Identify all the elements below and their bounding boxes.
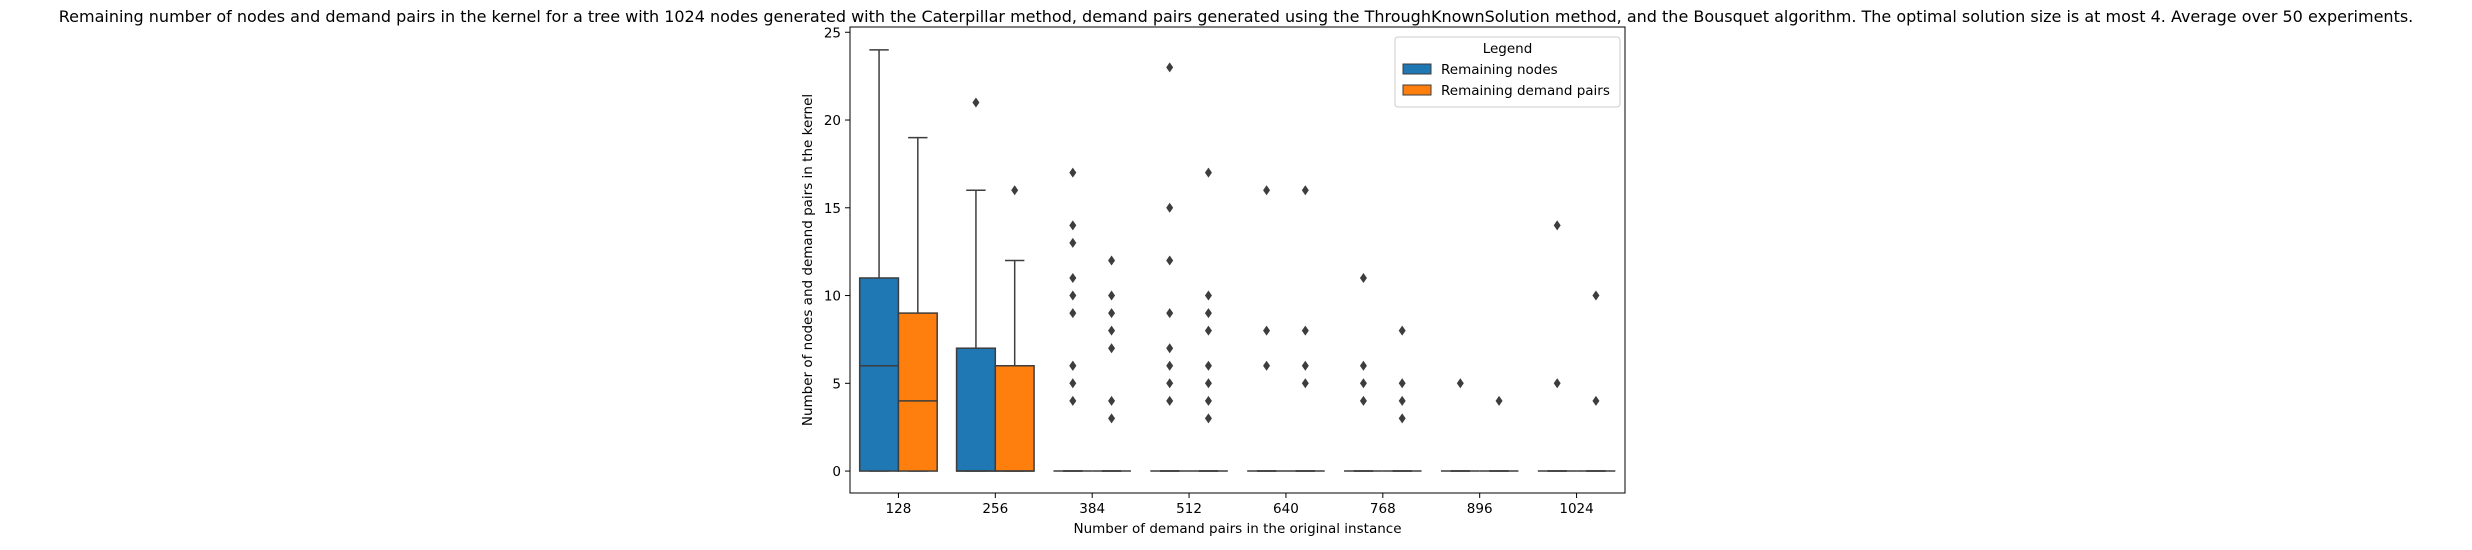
outlier-point [1108,395,1116,406]
outlier-point [1166,378,1174,389]
outlier-point [1166,360,1174,371]
y-tick-label: 5 [832,376,841,392]
x-tick-label: 512 [1176,501,1202,517]
outlier-point [1108,413,1116,424]
outlier-point [1398,378,1406,389]
outlier-point [1069,360,1077,371]
outlier-point [1069,220,1077,231]
outlier-point [1204,167,1212,178]
x-tick-label: 256 [982,501,1008,517]
x-tick-label: 1024 [1559,501,1593,517]
legend-box [1394,36,1621,108]
outlier-point [1359,360,1367,371]
outlier-point [1108,343,1116,354]
y-tick-label: 15 [824,201,841,217]
outlier-point [1166,255,1174,266]
legend-swatch [1402,84,1432,96]
outlier-point [1592,290,1600,301]
outlier-point [1204,360,1212,371]
legend-swatch [1402,63,1432,75]
y-tick-label: 20 [824,113,841,129]
outlier-point [1301,378,1309,389]
outlier-point [1204,413,1212,424]
x-axis-label: Number of demand pairs in the original i… [1074,521,1402,537]
y-tick-label: 25 [824,25,841,41]
outlier-point [1108,325,1116,336]
outlier-point [1553,378,1561,389]
outlier-point [1069,237,1077,248]
outlier-point [972,97,980,108]
outlier-point [1011,185,1019,196]
outlier-point [1301,360,1309,371]
outlier-point [1204,395,1212,406]
outlier-point [1069,167,1077,178]
outlier-point [1301,185,1309,196]
axes: 0 5 10 15 20 25 128 256 384 512 640 768 896 1024 [824,25,1594,517]
outlier-point [1592,395,1600,406]
outlier-point [1166,308,1174,319]
y-tick-label: 10 [824,289,841,305]
outlier-point [1204,290,1212,301]
outlier-point [1359,395,1367,406]
plot-area [858,49,1616,472]
outlier-point [1069,290,1077,301]
outlier-point [1166,343,1174,354]
box-rect [994,364,1035,472]
plot-frame [849,26,1626,494]
x-tick-label: 640 [1273,501,1299,517]
box-rect [897,312,938,472]
box-rect [858,277,900,472]
outlier-point [1495,395,1503,406]
outlier-point [1069,272,1077,283]
outlier-point [1359,378,1367,389]
outlier-point [1398,325,1406,336]
outlier-point [1263,325,1271,336]
x-tick-label: 128 [886,501,912,517]
outlier-point [1359,272,1367,283]
outlier-point [1069,378,1077,389]
outlier-point [1166,202,1174,213]
x-tick-label: 384 [1079,501,1105,517]
outlier-point [1166,62,1174,73]
series-0 [858,49,1577,472]
x-tick-label: 896 [1467,501,1493,517]
outlier-point [1204,308,1212,319]
outlier-point [1456,378,1464,389]
legend-label: Remaining nodes [1441,62,1558,78]
legend-label: Remaining demand pairs [1441,83,1610,99]
legend-title: Legend [1483,41,1533,57]
outlier-point [1108,290,1116,301]
outlier-point [1398,395,1406,406]
outlier-point [1166,395,1174,406]
outlier-point [1108,255,1116,266]
outlier-point [1108,308,1116,319]
outlier-point [1553,220,1561,231]
chart-title: Remaining number of nodes and demand pai… [59,7,2414,26]
y-axis-label: Number of nodes and demand pairs in the … [800,94,816,426]
legend: Legend Remaining nodes Remaining demand pa… [1394,36,1621,108]
outlier-point [1069,395,1077,406]
outlier-point [1263,360,1271,371]
outlier-point [1069,308,1077,319]
outlier-point [1204,325,1212,336]
outlier-point [1398,413,1406,424]
series-1 [897,136,1616,472]
outlier-point [1204,378,1212,389]
y-tick-label: 0 [832,464,841,480]
outlier-point [1301,325,1309,336]
x-tick-label: 768 [1370,501,1396,517]
box-rect [955,347,997,472]
outlier-point [1263,185,1271,196]
